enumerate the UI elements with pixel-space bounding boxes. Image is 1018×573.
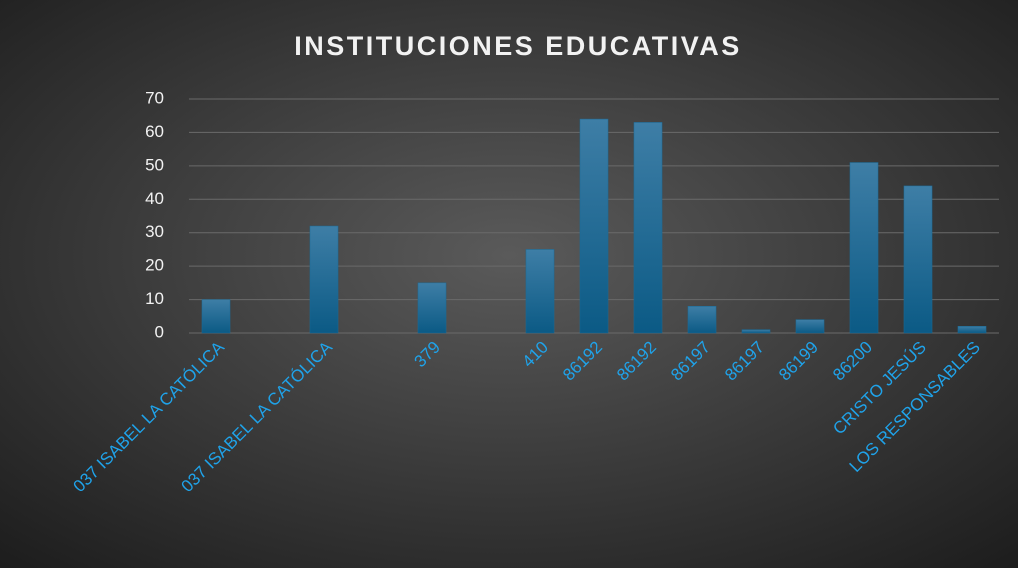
y-tick-label: 0: [155, 322, 164, 341]
y-tick-label: 50: [145, 155, 164, 174]
bar: [795, 319, 825, 334]
bar: [633, 122, 663, 334]
y-tick-label: 40: [145, 189, 164, 208]
y-tick-label: 30: [145, 222, 164, 241]
bar: [687, 306, 717, 334]
y-tick-label: 10: [145, 289, 164, 308]
bar: [309, 225, 339, 334]
bar: [849, 162, 879, 334]
bar: [579, 118, 609, 334]
bar: [903, 185, 933, 334]
y-tick-label: 20: [145, 256, 164, 275]
chart-title: INSTITUCIONES EDUCATIVAS: [294, 31, 742, 61]
bar: [525, 249, 555, 334]
bar: [957, 326, 987, 334]
bar: [741, 329, 771, 334]
bar: [417, 282, 447, 334]
y-tick-label: 60: [145, 122, 164, 141]
bar: [201, 299, 231, 334]
y-tick-label: 70: [145, 88, 164, 107]
